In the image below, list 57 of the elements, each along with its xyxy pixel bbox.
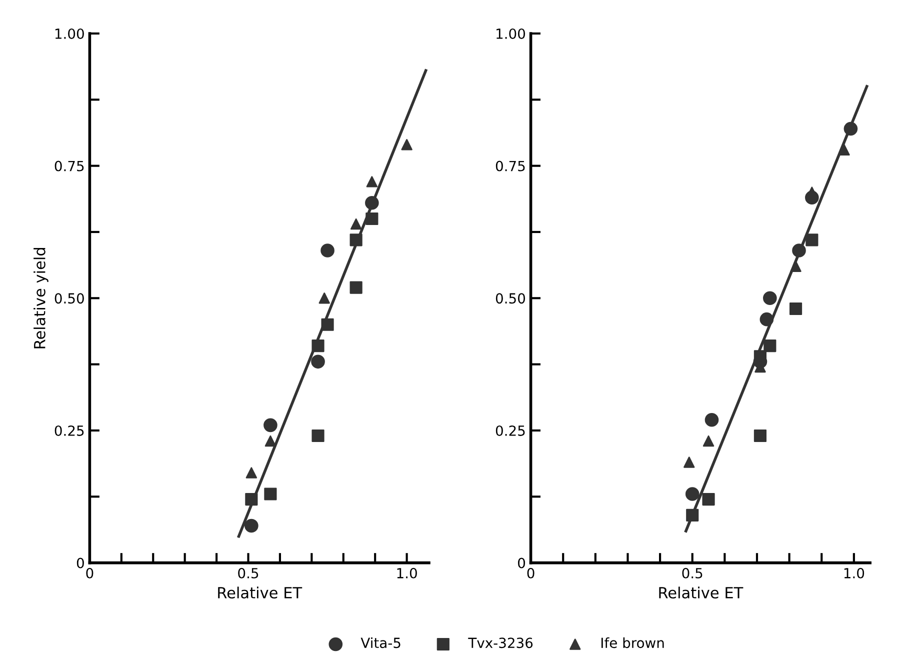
point xyxy=(320,244,334,258)
y-tick-label: 0 xyxy=(76,558,84,568)
point xyxy=(311,354,325,369)
x-tick-label: 1.0 xyxy=(844,568,864,578)
point xyxy=(264,435,276,447)
point xyxy=(321,318,334,331)
point xyxy=(264,488,277,500)
y-tick-label: 0.25 xyxy=(496,425,525,436)
y-tick-label: 0.50 xyxy=(54,293,84,304)
point xyxy=(844,122,858,136)
y-tick-label: 0 xyxy=(518,558,526,568)
point xyxy=(264,418,278,432)
point xyxy=(312,339,324,352)
point xyxy=(789,302,802,316)
point xyxy=(318,292,330,304)
point xyxy=(763,291,777,306)
point xyxy=(754,429,767,442)
x-tick-label: 0.5 xyxy=(238,568,258,578)
point xyxy=(760,312,774,326)
point xyxy=(246,467,258,478)
x-tick-label: 0 xyxy=(527,568,534,578)
legend-label: Ife brown xyxy=(601,637,664,648)
point xyxy=(350,234,362,246)
x-axis-title: Relative ET xyxy=(218,586,302,598)
point xyxy=(245,492,258,506)
y-axis-title: Relative yield xyxy=(34,248,48,348)
point xyxy=(365,196,379,210)
point xyxy=(790,260,802,272)
point xyxy=(764,339,776,352)
y-tick-label: 0.75 xyxy=(496,160,525,172)
legend-label: Vita-5 xyxy=(360,637,400,648)
point xyxy=(684,456,695,468)
point xyxy=(838,144,850,156)
x-tick-label: 0.5 xyxy=(682,568,702,578)
y-tick-label: 0.50 xyxy=(496,293,526,304)
point xyxy=(312,429,324,442)
point xyxy=(686,508,699,522)
point xyxy=(244,518,258,533)
x-tick-label: 0 xyxy=(86,568,94,578)
point xyxy=(704,412,719,427)
point xyxy=(366,212,378,226)
y-tick-label: 0.75 xyxy=(54,160,84,172)
point xyxy=(702,492,715,506)
point xyxy=(350,218,362,230)
y-tick-label: 0.25 xyxy=(54,425,84,436)
point xyxy=(792,244,806,258)
legend-label: Tvx-3236 xyxy=(468,638,533,648)
y-tick-label: 1.00 xyxy=(496,28,526,39)
x-axis-title: Relative ET xyxy=(659,586,744,598)
x-tick-label: 1.0 xyxy=(397,568,417,578)
point xyxy=(401,139,412,150)
y-tick-label: 1.00 xyxy=(55,28,84,39)
point xyxy=(806,234,818,246)
point xyxy=(702,435,714,447)
point xyxy=(350,281,362,294)
point xyxy=(685,487,700,501)
point xyxy=(366,176,378,188)
